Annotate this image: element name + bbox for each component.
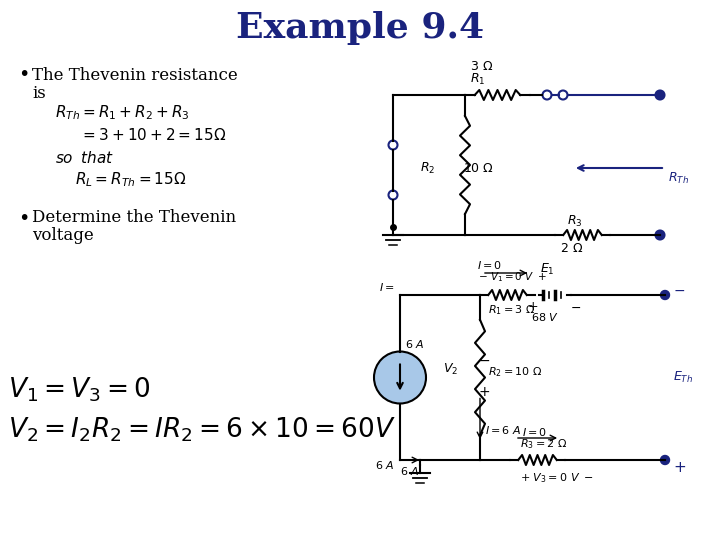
Text: $I = 0$: $I = 0$: [477, 259, 503, 271]
Text: is: is: [32, 84, 46, 102]
Text: $+\ V_3 = 0\ V\ -$: $+\ V_3 = 0\ V\ -$: [520, 471, 594, 485]
Circle shape: [660, 291, 670, 300]
Text: $R_{Th} = R_1 + R_2 + R_3$: $R_{Th} = R_1 + R_2 + R_3$: [55, 104, 189, 123]
Text: $R_{Th}$: $R_{Th}$: [668, 171, 689, 186]
Text: $6\ A$: $6\ A$: [375, 459, 395, 471]
Circle shape: [660, 456, 670, 464]
Text: $= 3+10+2 = 15\Omega$: $= 3+10+2 = 15\Omega$: [80, 127, 226, 143]
Text: Determine the Thevenin: Determine the Thevenin: [32, 210, 236, 226]
Text: $V_2$: $V_2$: [443, 362, 458, 377]
Circle shape: [655, 231, 665, 240]
Text: $3\ \Omega$: $3\ \Omega$: [470, 60, 493, 73]
Text: $R_3$: $R_3$: [567, 213, 582, 228]
Text: $6\ A$: $6\ A$: [405, 338, 425, 349]
Text: Example 9.4: Example 9.4: [236, 11, 484, 45]
Text: $+$: $+$: [673, 461, 686, 476]
Text: $V_1 = V_3 = 0$: $V_1 = V_3 = 0$: [8, 376, 150, 404]
Text: $R_3 = 2\ \Omega$: $R_3 = 2\ \Omega$: [520, 437, 567, 451]
Text: $+$: $+$: [478, 386, 490, 400]
Circle shape: [655, 91, 665, 99]
Text: $E_{Th}$: $E_{Th}$: [673, 370, 693, 385]
Circle shape: [374, 352, 426, 403]
Text: $R_1 = 3\ \Omega$: $R_1 = 3\ \Omega$: [488, 303, 536, 317]
Text: $-$: $-$: [570, 300, 582, 314]
Text: $-$: $-$: [673, 283, 685, 297]
Text: $+$: $+$: [527, 300, 539, 314]
Text: $R_L = R_{Th} = 15\Omega$: $R_L = R_{Th} = 15\Omega$: [75, 171, 186, 190]
Text: $-$: $-$: [478, 353, 490, 367]
Text: $R_2 = 10\ \Omega$: $R_2 = 10\ \Omega$: [488, 366, 542, 380]
Text: $10\ \Omega$: $10\ \Omega$: [463, 161, 494, 174]
Text: $so\;\;that$: $so\;\;that$: [55, 150, 114, 166]
Text: $R_1$: $R_1$: [470, 71, 485, 86]
Text: $6\ A$: $6\ A$: [400, 465, 420, 477]
Text: The Thevenin resistance: The Thevenin resistance: [32, 66, 238, 84]
Text: $E_1$: $E_1$: [540, 261, 554, 276]
Text: $V_2 = I_2 R_2 = IR_2 = 6\times10 = 60V$: $V_2 = I_2 R_2 = IR_2 = 6\times10 = 60V$: [8, 416, 395, 444]
Text: $I = 0$: $I = 0$: [523, 426, 548, 438]
Text: $I=$: $I=$: [379, 281, 395, 293]
Text: voltage: voltage: [32, 227, 94, 245]
Text: $R_2$: $R_2$: [420, 160, 435, 176]
Text: $2\ \Omega$: $2\ \Omega$: [560, 242, 583, 255]
Text: •: •: [18, 208, 30, 227]
Text: $I = 6\ A$: $I = 6\ A$: [485, 424, 521, 436]
Text: $68\ V$: $68\ V$: [531, 311, 559, 323]
Text: •: •: [18, 65, 30, 84]
Text: $-\ V_1 = 0\ V\ +$: $-\ V_1 = 0\ V\ +$: [478, 270, 547, 284]
